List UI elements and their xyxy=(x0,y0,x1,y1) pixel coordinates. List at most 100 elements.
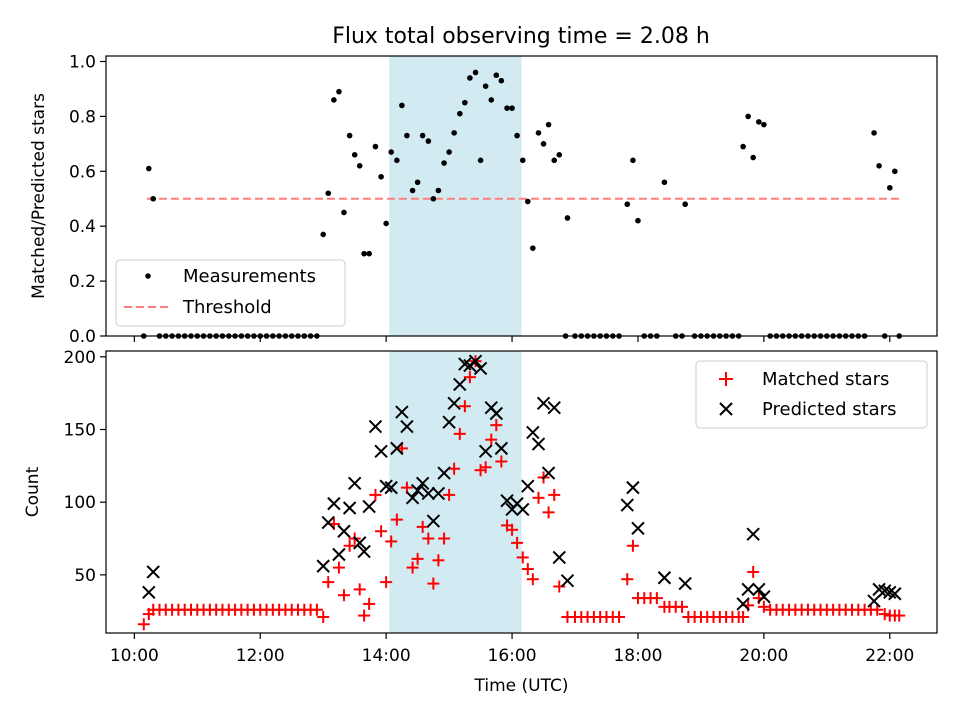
bottom-y-ticks: 50 100 150 200 xyxy=(64,348,106,586)
measurement-point xyxy=(509,105,515,111)
bottom-ytick-label: 150 xyxy=(64,420,96,440)
predicted-point xyxy=(447,396,461,411)
top-ytick-label: 0.0 xyxy=(69,327,96,347)
predicted-point xyxy=(431,486,446,501)
measurement-point xyxy=(351,152,358,158)
legend-label-matched: Matched stars xyxy=(762,369,889,390)
bottom-axes-frame xyxy=(105,350,938,634)
matched-point xyxy=(406,561,419,574)
measurement-point xyxy=(399,102,405,109)
predicted-point xyxy=(374,444,388,459)
measurement-point xyxy=(624,201,631,208)
measurement-point xyxy=(545,121,552,128)
measurement-point xyxy=(394,157,400,164)
matched-point xyxy=(137,618,150,631)
legend-marker-predicted xyxy=(719,402,733,416)
top-ytick-label: 1.0 xyxy=(69,52,96,72)
xtick-label: 14:00 xyxy=(362,646,411,666)
measurement-point xyxy=(419,132,426,139)
predicted-point xyxy=(384,480,398,495)
top-ytick-label: 0.4 xyxy=(69,217,96,237)
predicted-point xyxy=(516,502,530,517)
predicted-point xyxy=(421,486,436,501)
measurement-point xyxy=(425,138,432,144)
predicted-point xyxy=(410,483,425,498)
measurement-point xyxy=(750,154,756,161)
predicted-point xyxy=(620,498,634,512)
matched-point xyxy=(448,462,461,475)
measurement-point xyxy=(535,130,542,136)
predicted-point xyxy=(437,466,451,480)
measurement-point xyxy=(462,99,468,106)
predicted-point xyxy=(867,594,881,608)
predicted-point xyxy=(395,405,409,419)
matched-point xyxy=(878,608,891,621)
matched-point xyxy=(532,491,545,504)
predicted-point xyxy=(494,441,509,456)
matched-point xyxy=(479,461,492,474)
measurement-point xyxy=(519,157,526,164)
measurement-point xyxy=(493,72,500,79)
measurement-point xyxy=(378,173,384,180)
matched-point xyxy=(521,563,534,576)
matched-point xyxy=(548,488,561,501)
measurement-point xyxy=(892,168,898,175)
bottom-legend: Matched stars Predicted stars xyxy=(695,360,928,429)
x-axis-label: Time (UTC) xyxy=(474,676,569,696)
matched-point xyxy=(511,536,524,549)
matched-point xyxy=(542,506,555,519)
predicted-point xyxy=(878,584,892,598)
measurement-point xyxy=(325,190,332,197)
predicted-point xyxy=(473,361,488,376)
predicted-point xyxy=(405,491,420,505)
matched-point xyxy=(613,611,626,624)
predicted-point xyxy=(552,550,566,565)
matched-point xyxy=(747,565,760,578)
predicted-point xyxy=(746,527,760,541)
matched-point xyxy=(893,609,906,622)
measurement-point xyxy=(530,245,536,251)
matched-point xyxy=(453,427,466,440)
matched-point xyxy=(375,525,388,538)
predicted-point xyxy=(752,582,766,597)
top-y-axis-label: Matched/Predicted stars xyxy=(29,93,49,299)
matched-point xyxy=(422,532,435,545)
matched-point xyxy=(553,580,566,593)
measurement-point xyxy=(886,184,893,191)
predicted-point xyxy=(541,466,556,480)
predicted-point xyxy=(146,565,160,579)
predicted-point xyxy=(337,524,351,538)
matched-point xyxy=(757,600,770,613)
measurement-points xyxy=(140,69,903,339)
measurement-point xyxy=(441,160,447,166)
measurement-point xyxy=(341,209,347,216)
top-y-ticks: 0.0 0.2 0.4 0.6 0.8 1.0 xyxy=(69,52,106,347)
predicted-point xyxy=(521,479,535,493)
measurement-point xyxy=(430,195,437,202)
legend-marker-measurements xyxy=(145,273,151,279)
matched-point xyxy=(621,573,634,586)
matched-point xyxy=(363,597,376,610)
predicted-point xyxy=(400,419,414,434)
matched-point xyxy=(737,611,750,624)
measurement-point xyxy=(446,149,452,155)
xtick-label: 20:00 xyxy=(739,646,788,666)
measurement-point xyxy=(361,250,367,257)
measurement-point xyxy=(457,110,463,117)
predicted-point xyxy=(321,515,335,530)
measurement-point xyxy=(514,132,520,139)
measurement-point xyxy=(556,152,563,158)
measurement-point xyxy=(451,130,457,136)
top-ytick-label: 0.6 xyxy=(69,162,96,182)
matched-points xyxy=(137,355,906,631)
matched-point xyxy=(427,577,440,590)
predicted-point xyxy=(458,357,472,371)
measurement-point xyxy=(404,132,410,139)
predicted-point xyxy=(390,441,404,456)
measurement-point xyxy=(336,88,342,95)
predicted-point xyxy=(426,514,441,528)
measurement-point xyxy=(366,250,372,257)
measurement-point xyxy=(477,157,484,164)
xtick-label: 22:00 xyxy=(865,646,914,666)
